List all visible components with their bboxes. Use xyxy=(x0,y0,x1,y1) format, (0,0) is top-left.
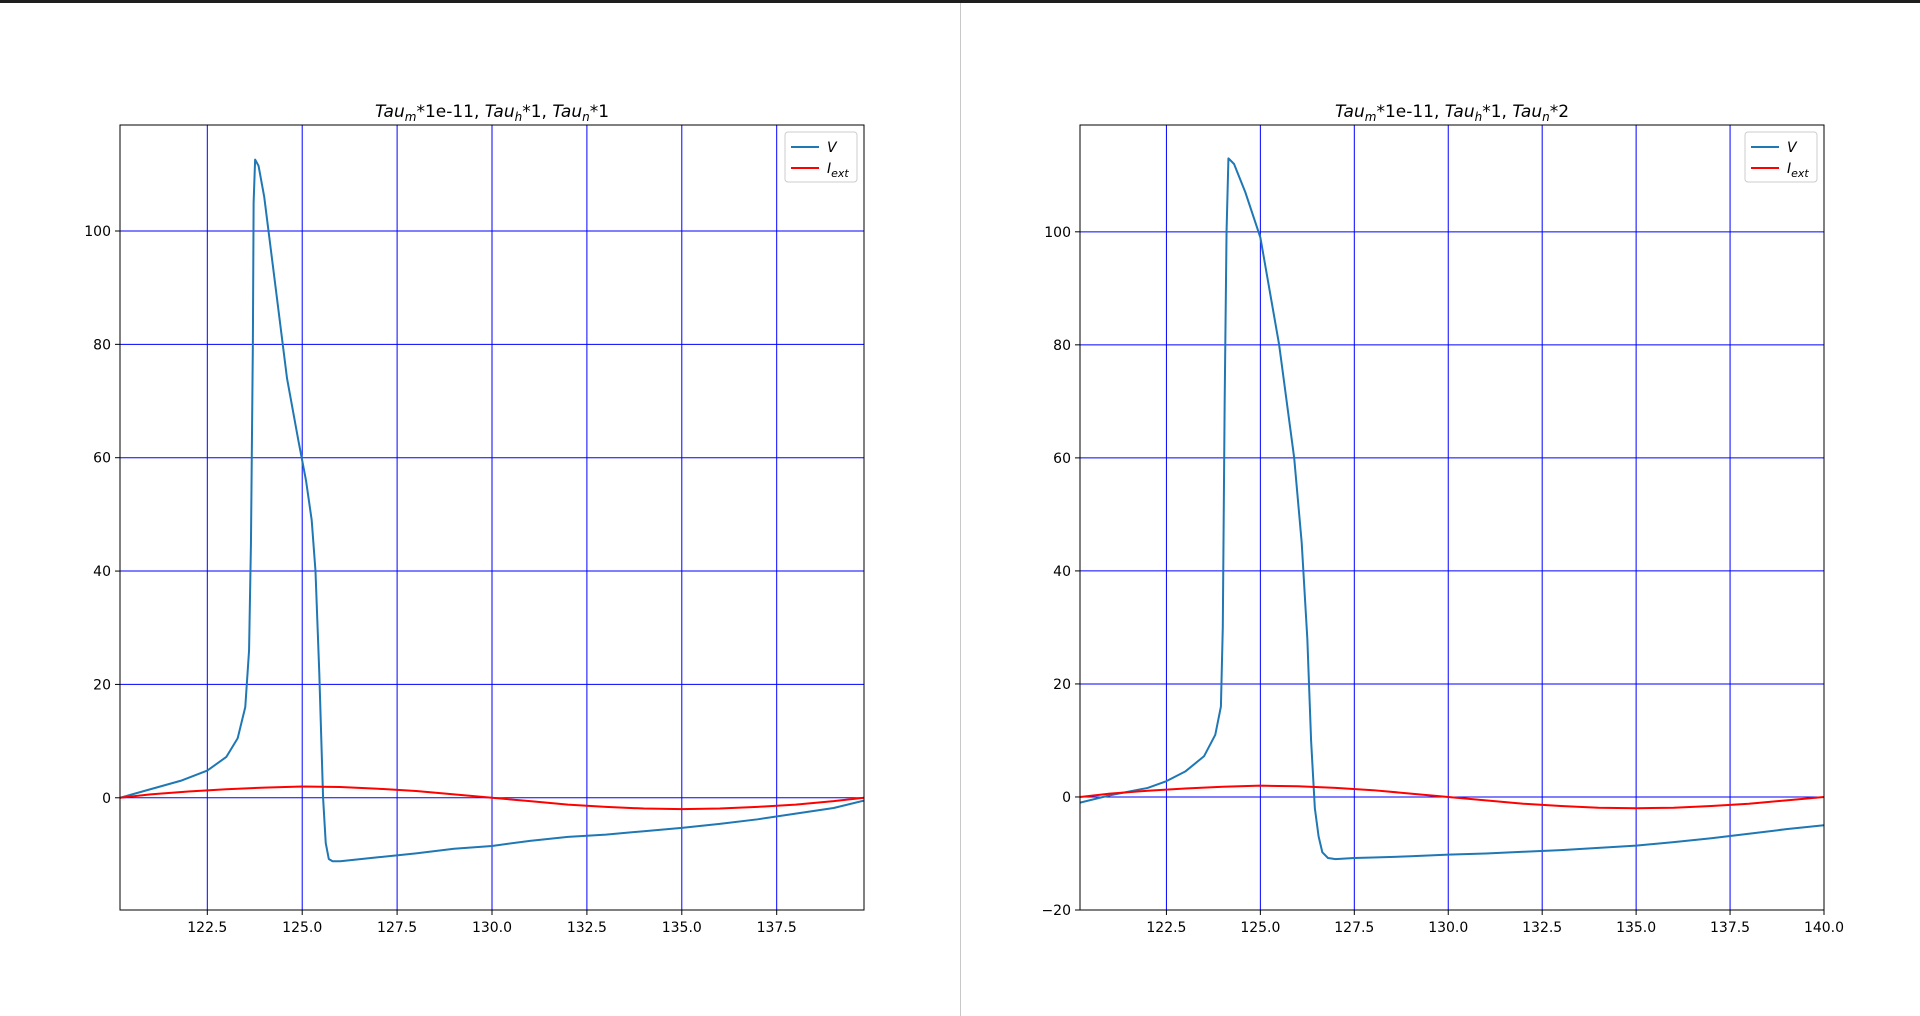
chart-title: Taum*1e-11, Tauh*1, Taun*2 xyxy=(1335,102,1569,124)
grid xyxy=(120,125,864,910)
series-line-1 xyxy=(120,785,864,811)
x-tick-label: 127.5 xyxy=(1334,920,1374,936)
y-tick-label: 100 xyxy=(84,224,111,240)
x-tick-label: 122.5 xyxy=(187,920,227,936)
y-tick-label: 60 xyxy=(93,451,111,467)
legend-box xyxy=(1744,131,1818,183)
y-tick-label: 60 xyxy=(1053,451,1071,467)
x-tick-label: 135.0 xyxy=(1616,920,1656,936)
y-tick-label: 20 xyxy=(93,677,111,693)
top-border xyxy=(0,0,1920,3)
legend-label: V xyxy=(1787,140,1798,156)
y-tick-label: −20 xyxy=(1041,903,1071,919)
series-line-0 xyxy=(120,158,864,863)
x-tick-label: 140.0 xyxy=(1804,920,1844,936)
y-tick-label: 0 xyxy=(102,791,111,807)
x-tick-label: 125.0 xyxy=(1240,920,1280,936)
legend: V Iext xyxy=(784,131,858,183)
x-tick-label: 137.5 xyxy=(1710,920,1750,936)
pane-divider[interactable] xyxy=(960,3,961,1016)
x-tick-label: 135.0 xyxy=(662,920,702,936)
plot-frame xyxy=(1079,124,1825,911)
x-tick-label: 122.5 xyxy=(1146,920,1186,936)
legend-label: Iext xyxy=(827,161,849,180)
x-tick-label: 125.0 xyxy=(282,920,322,936)
y-tick-label: 80 xyxy=(93,337,111,353)
legend-box xyxy=(784,131,858,183)
x-tick-label: 127.5 xyxy=(377,920,417,936)
x-tick-label: 130.0 xyxy=(1428,920,1468,936)
y-tick-label: 20 xyxy=(1053,677,1071,693)
y-tick-label: 100 xyxy=(1044,225,1071,241)
y-tick-label: 80 xyxy=(1053,338,1071,354)
legend-label: Iext xyxy=(1787,161,1809,180)
series-group xyxy=(1080,157,1824,861)
legend: V Iext xyxy=(1744,131,1818,183)
series-line-0 xyxy=(1080,157,1824,861)
grid xyxy=(1080,125,1825,911)
y-tick-label: 0 xyxy=(1062,790,1071,806)
series-line-1 xyxy=(1080,784,1824,810)
y-tick-label: 40 xyxy=(93,564,111,580)
chart-title: Taum*1e-11, Tauh*1, Taun*1 xyxy=(375,102,609,124)
y-tick-label: 40 xyxy=(1053,564,1071,580)
x-tick-label: 132.5 xyxy=(567,920,607,936)
x-tick-label: 137.5 xyxy=(757,920,797,936)
x-tick-label: 132.5 xyxy=(1522,920,1562,936)
legend-label: V xyxy=(827,140,838,156)
series-group xyxy=(120,158,864,863)
chart-left: 122.5 125.0 127.5 130.0 132.5 135.0 137.5 0 20 40… xyxy=(84,102,865,936)
x-tick-label: 130.0 xyxy=(472,920,512,936)
